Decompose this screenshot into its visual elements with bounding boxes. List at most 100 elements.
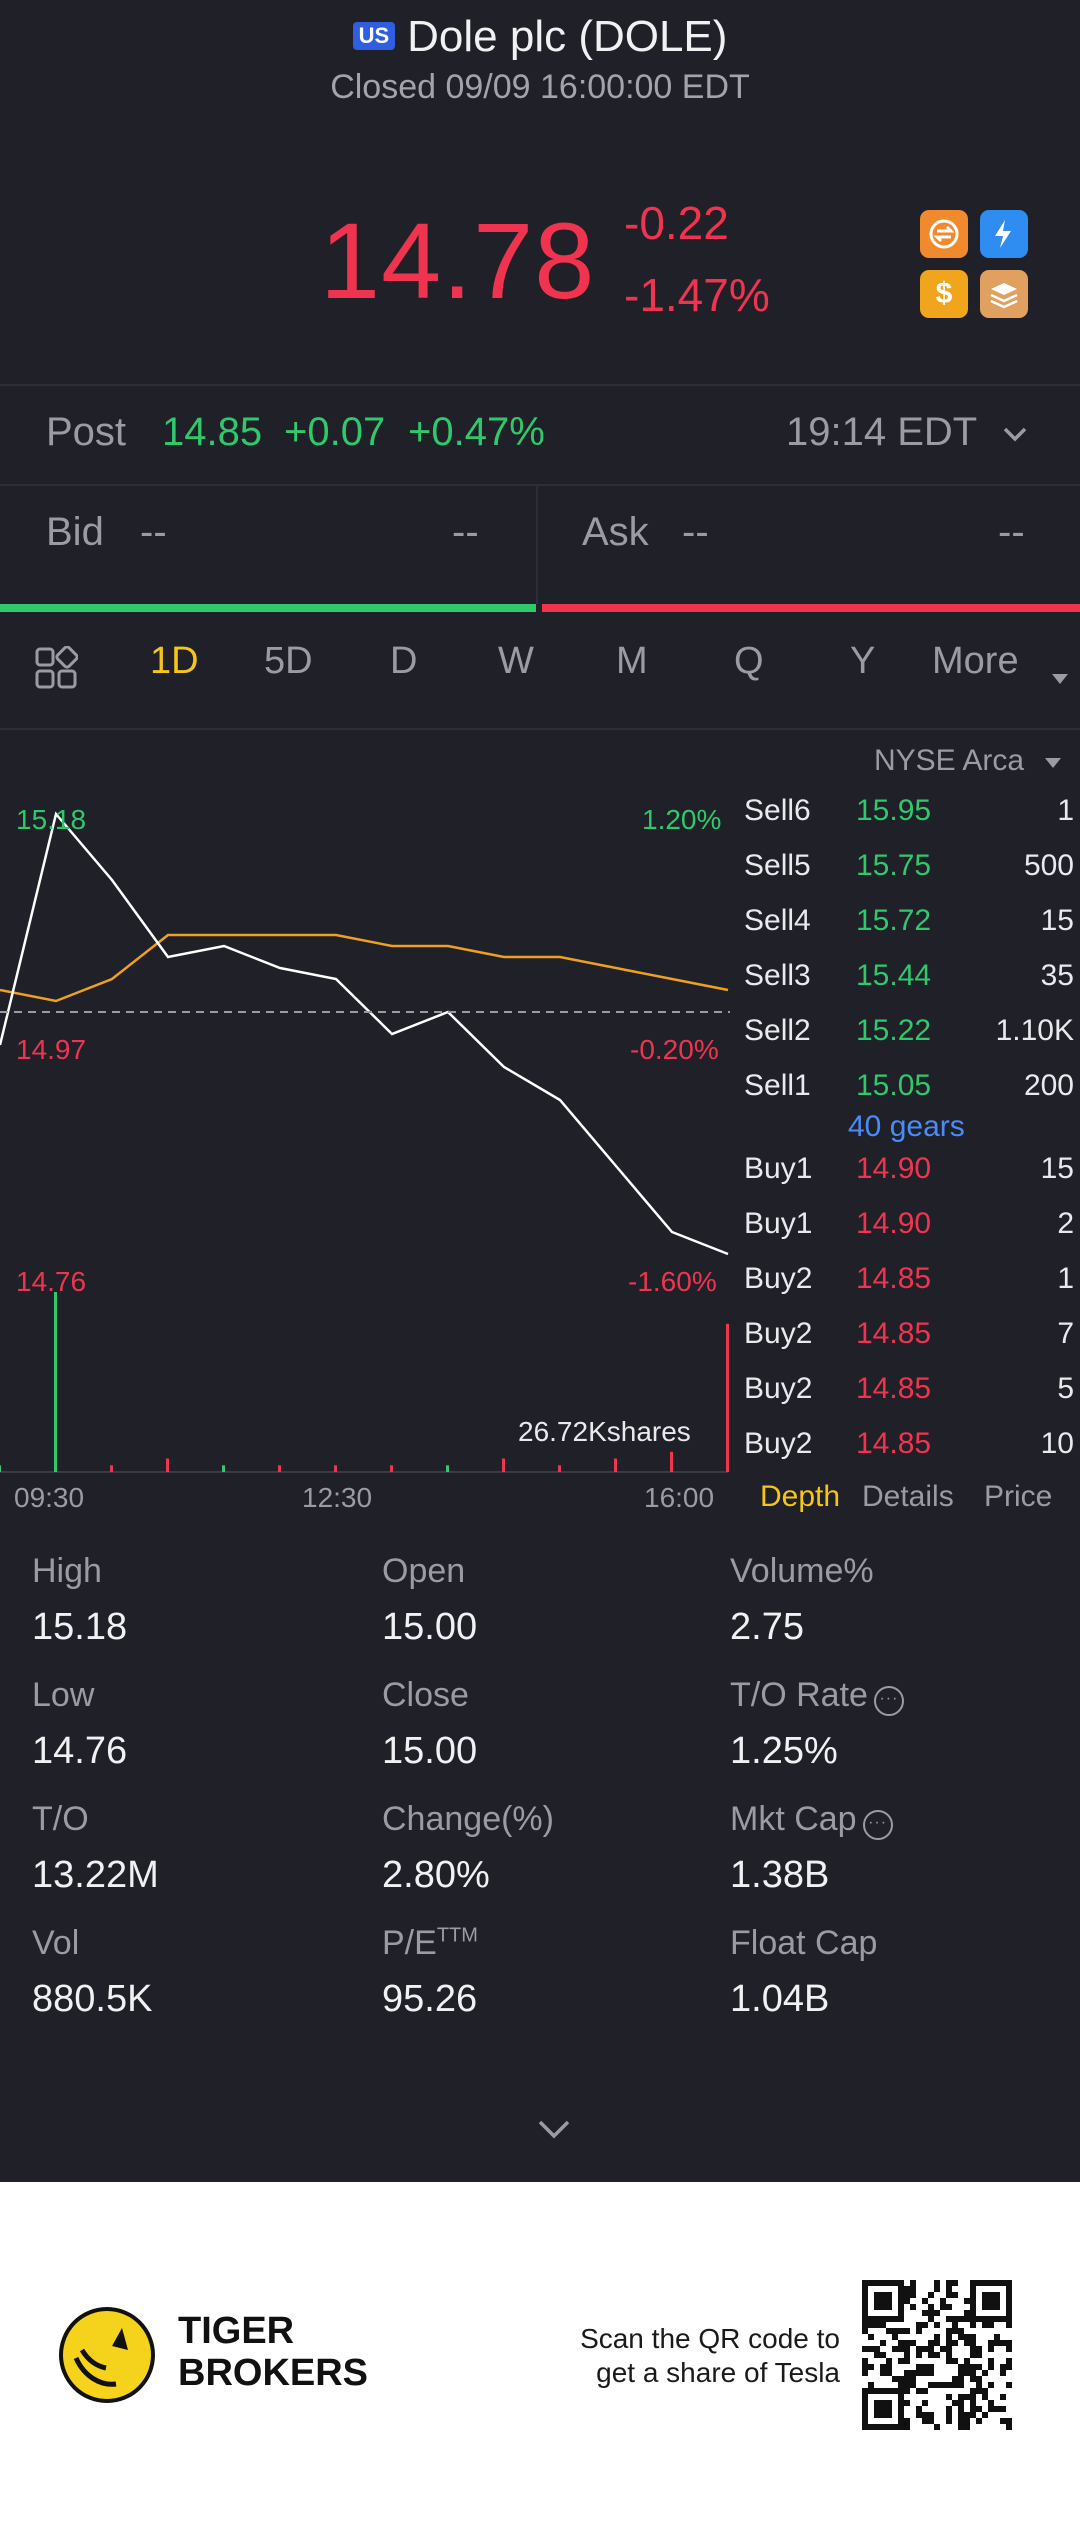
price-line <box>0 811 729 1256</box>
level-label: Buy1 <box>744 1207 813 1240</box>
divider <box>0 384 1080 386</box>
stat-value: 95.26 <box>382 1978 478 2020</box>
stat-value: 1.38B <box>730 1854 830 1896</box>
volume-bar <box>166 1458 169 1472</box>
tab-more[interactable]: More <box>932 640 1019 682</box>
level-qty: 1 <box>1057 794 1074 827</box>
expand-chevron-icon[interactable] <box>534 2116 574 2147</box>
ask-level-row[interactable]: Sell5 15.75 500 <box>744 849 1074 889</box>
post-market-row[interactable]: Post 14.85 +0.07 +0.47% 19:14 EDT <box>0 396 1080 476</box>
level-label: Sell6 <box>744 794 811 827</box>
more-info-icon[interactable]: ··· <box>862 1810 893 1840</box>
stat-label[interactable]: Mkt Cap ··· <box>730 1800 893 1840</box>
volume-bar <box>222 1465 225 1472</box>
gears-link[interactable]: 40 gears <box>848 1110 965 1143</box>
caret-down-icon[interactable] <box>1050 654 1070 697</box>
more-info-icon[interactable]: ··· <box>873 1686 904 1716</box>
ask-level-row[interactable]: Sell3 15.44 35 <box>744 959 1074 999</box>
level-price: 14.85 <box>856 1262 932 1295</box>
stat-label-text: High <box>32 1552 102 1590</box>
brand-line2: BROKERS <box>178 2352 369 2394</box>
stat-label-text: P/E <box>382 1924 437 1962</box>
stat-value: 1.25% <box>730 1730 838 1772</box>
bid-level-row[interactable]: Buy2 14.85 7 <box>744 1317 1074 1357</box>
tab-details[interactable]: Details <box>862 1480 954 1513</box>
level-label: Buy1 <box>744 1152 813 1185</box>
ask-level-row[interactable]: Sell4 15.72 15 <box>744 904 1074 944</box>
chart-low-label: 14.76 <box>16 1266 87 1297</box>
stat-label: T/O <box>32 1800 89 1839</box>
market-status: Closed 09/09 16:00:00 EDT <box>330 68 750 106</box>
quote-screen <box>0 0 1080 2182</box>
tab-w[interactable]: W <box>498 640 534 682</box>
intraday-chart[interactable] <box>0 790 740 1480</box>
level-label: Sell5 <box>744 849 811 882</box>
bid-size: -- <box>452 510 479 554</box>
bid-ask-divider <box>536 486 538 604</box>
transfer-icon[interactable] <box>920 210 968 258</box>
tab-price[interactable]: Price <box>984 1480 1053 1513</box>
chart-low-pct: -1.60% <box>628 1266 717 1297</box>
market-badge: US <box>352 22 396 50</box>
stat-value: 13.22M <box>32 1854 159 1896</box>
bid-level-row[interactable]: Buy2 14.85 10 <box>744 1427 1074 1467</box>
volume-bar <box>278 1465 281 1472</box>
ask-price: -- <box>682 510 709 554</box>
stat-value: 15.00 <box>382 1730 478 1772</box>
tab-5d[interactable]: 5D <box>264 640 313 682</box>
level-price: 15.22 <box>856 1014 932 1047</box>
tab-y[interactable]: Y <box>850 640 876 682</box>
exchange-selector[interactable]: NYSE Arca <box>874 744 1062 778</box>
tab-1d[interactable]: 1D <box>150 640 199 682</box>
bid-level-row[interactable]: Buy2 14.85 1 <box>744 1262 1074 1302</box>
ask-label: Ask <box>582 510 649 554</box>
bid-level-row[interactable]: Buy1 14.90 15 <box>744 1152 1074 1192</box>
volume-bar <box>446 1465 449 1472</box>
volume-bar <box>614 1458 617 1472</box>
bid-level-row[interactable]: Buy1 14.90 2 <box>744 1207 1074 1247</box>
level-price: 15.75 <box>856 849 932 882</box>
grid-icon[interactable] <box>34 645 79 700</box>
brand-line1: TIGER <box>178 2310 295 2352</box>
level-qty: 500 <box>1023 849 1074 882</box>
price-change-pct: -1.47% <box>624 269 770 321</box>
level-label: Sell1 <box>744 1069 811 1102</box>
tab-depth[interactable]: Depth <box>760 1480 841 1513</box>
volume-label: 26.72Kshares <box>518 1416 691 1447</box>
stack-icon[interactable] <box>980 270 1028 318</box>
level-qty: 1.10K <box>995 1014 1074 1047</box>
level-label: Buy2 <box>744 1427 813 1460</box>
volume-bar <box>0 1465 1 1472</box>
pe-superscript: TTM <box>436 1924 478 1947</box>
stat-label-text: Low <box>32 1676 95 1714</box>
ask-level-row[interactable]: Sell1 15.05 200 <box>744 1069 1074 1109</box>
stat-label[interactable]: T/O Rate ··· <box>730 1676 904 1716</box>
last-price: 14.78 <box>320 200 596 321</box>
volume-bar <box>558 1465 561 1472</box>
stock-title: US Dole plc (DOLE) <box>0 12 1080 62</box>
qr-code-icon <box>862 2280 1012 2430</box>
caret-down-icon <box>1045 758 1062 768</box>
tab-m[interactable]: M <box>616 640 648 682</box>
divider <box>0 728 1080 730</box>
level-qty: 2 <box>1057 1207 1074 1240</box>
scan-text: Scan the QR code to get a share of Tesla <box>540 2322 840 2390</box>
volume-bar <box>334 1465 337 1472</box>
chevron-down-icon[interactable] <box>1000 414 1030 459</box>
stat-label-text: T/O Rate <box>730 1676 868 1714</box>
stat-label: Vol <box>32 1924 79 1963</box>
post-price: 14.85 <box>162 410 263 454</box>
stat-label-text: Volume% <box>730 1552 874 1590</box>
scan-line1: Scan the QR code to <box>580 2323 840 2354</box>
tab-d[interactable]: D <box>390 640 418 682</box>
stat-label: Open <box>382 1552 465 1591</box>
ask-level-row[interactable]: Sell2 15.22 1.10K <box>744 1014 1074 1054</box>
tab-q[interactable]: Q <box>734 640 764 682</box>
bid-price: -- <box>140 510 167 554</box>
bid-level-row[interactable]: Buy2 14.85 5 <box>744 1372 1074 1412</box>
ask-level-row[interactable]: Sell6 15.95 1 <box>744 794 1074 834</box>
level-qty: 7 <box>1057 1317 1074 1350</box>
stat-label: Low <box>32 1676 94 1715</box>
dollar-icon[interactable]: $ <box>920 270 968 318</box>
lightning-icon[interactable] <box>980 210 1028 258</box>
